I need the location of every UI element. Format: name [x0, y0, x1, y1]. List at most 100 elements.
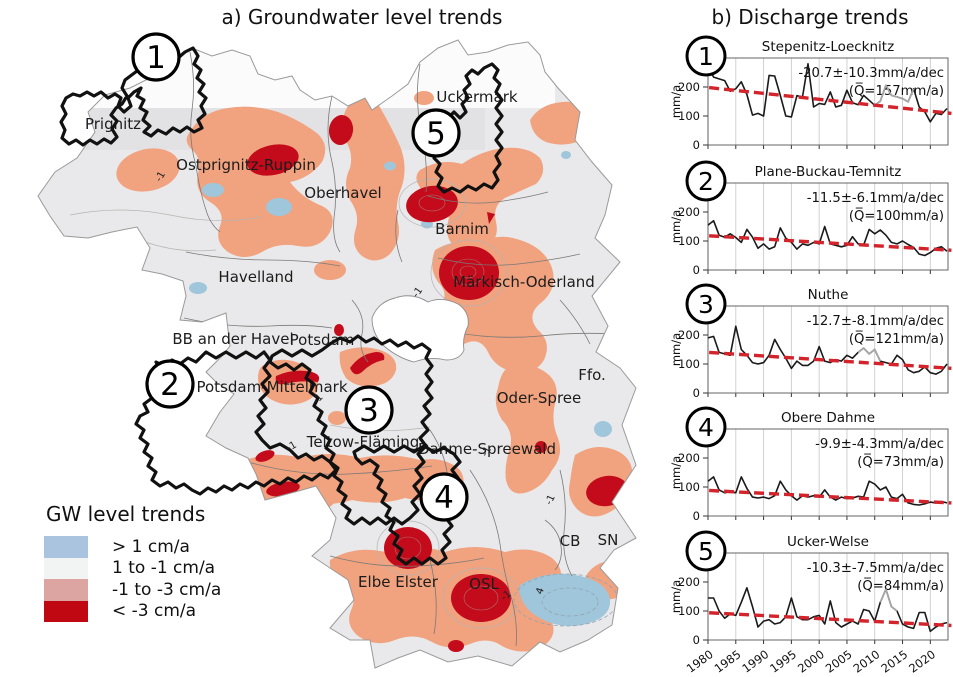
- x-tick-label: 2020: [906, 647, 938, 676]
- district-label: Oder-Spree: [497, 389, 582, 407]
- marker-circle: [344, 385, 394, 435]
- legend-item-0: > 1 cm/a: [44, 536, 294, 558]
- chart-title: Stepenitz-Loecknitz: [762, 39, 894, 55]
- y-tick-label: 200: [678, 328, 700, 342]
- marker-number: 1: [146, 40, 166, 76]
- plot-frame: [707, 552, 949, 641]
- x-tick-label: 1990: [739, 647, 771, 676]
- y-tick-label: 200: [678, 80, 700, 94]
- y-tick-label: 0: [693, 263, 700, 277]
- chart-marker-4: 4: [685, 406, 727, 448]
- trend-line: [709, 488, 952, 505]
- y-tick-label: 100: [678, 357, 700, 371]
- catchment-outline-4: [352, 444, 462, 566]
- marker-number: 3: [698, 290, 714, 319]
- catchment-outline-1: [59, 46, 208, 147]
- district-borders: [183, 51, 613, 647]
- district-label: Prignitz: [85, 115, 141, 133]
- marker-circle: [145, 359, 195, 409]
- y-tick-label: 200: [678, 205, 700, 219]
- legend-swatch: [44, 557, 88, 579]
- legend-item-3: < -3 cm/a: [44, 600, 294, 622]
- chart-marker-5: 5: [685, 530, 727, 572]
- discharge-charts: b) Discharge trends 0100200mm/aStepenitz…: [669, 5, 952, 676]
- y-tick-label: 0: [693, 386, 700, 400]
- district-label: Barnim: [435, 220, 489, 238]
- y-tick-label: 200: [678, 575, 700, 589]
- plot-frame: [707, 305, 949, 394]
- map-marker-1: 1: [131, 32, 181, 82]
- district-label-layer: Prignitz Ostprignitz-Ruppin Oberhavel Ucker…: [85, 88, 618, 593]
- legend-swatch: [44, 579, 88, 601]
- x-tick-label: 1985: [712, 647, 744, 676]
- district-label: Ffo.: [578, 366, 606, 384]
- marker-circle: [685, 406, 727, 448]
- district-label: Elbe Elster: [358, 573, 439, 591]
- plot-frame: [707, 57, 949, 146]
- trend-line: [708, 350, 952, 371]
- discharge-line-filled: [857, 347, 882, 362]
- mean-annotation: (Q̅=73mm/a): [857, 453, 944, 470]
- x-tick-label: 2005: [823, 647, 855, 676]
- catchment-outlines: [59, 46, 504, 566]
- x-tick-label: 2015: [878, 647, 910, 676]
- legend-swatch: [44, 536, 88, 558]
- marker-circle: [685, 35, 727, 77]
- marker-number: 3: [359, 393, 379, 429]
- trend-line: [709, 234, 952, 252]
- mean-annotation: (Q̅=100mm/a): [849, 207, 944, 224]
- marker-number: 2: [698, 167, 714, 196]
- marker-circle: [411, 108, 461, 158]
- discharge-line-filled: [879, 588, 898, 612]
- legend-item-2: -1 to -3 cm/a: [44, 579, 294, 601]
- legend-label: < -3 cm/a: [112, 601, 197, 622]
- chart-marker-2: 2: [685, 160, 727, 202]
- y-tick-label: 0: [693, 633, 700, 647]
- y-axis-label: mm/a: [669, 85, 683, 118]
- trend-annotation: -20.7±-10.3mm/a/dec: [798, 66, 944, 81]
- marker-number: 4: [434, 480, 454, 516]
- legend-label: -1 to -3 cm/a: [112, 579, 222, 600]
- legend-item-1: 1 to -1 cm/a: [44, 557, 294, 579]
- map-legend: GW level trends > 1 cm/a 1 to -1 cm/a -1 t…: [44, 502, 294, 622]
- mean-annotation: (Q̅=84mm/a): [857, 577, 944, 594]
- trend-annotation: -12.7±-8.1mm/a/dec: [807, 314, 944, 329]
- discharge-line: [707, 219, 948, 257]
- mean-annotation: (Q̅=121mm/a): [849, 330, 944, 347]
- panel-b-title: b) Discharge trends: [711, 5, 908, 29]
- trend-line: [709, 611, 952, 628]
- x-tick-label: 1980: [684, 647, 716, 676]
- district-label: Havelland: [218, 268, 293, 286]
- contour-label: -1: [285, 440, 299, 455]
- y-tick-label: 0: [693, 509, 700, 523]
- district-label: Potsdam-Mittelmark: [196, 378, 347, 396]
- trend-annotation: -10.3±-7.5mm/a/dec: [807, 561, 944, 576]
- trend-annotation: -11.5±-6.1mm/a/dec: [807, 191, 944, 206]
- district-label: CB: [560, 532, 581, 550]
- legend-items: > 1 cm/a 1 to -1 cm/a -1 to -3 cm/a < -3 cm…: [44, 536, 294, 622]
- contour-label: -1: [480, 445, 495, 459]
- map-marker-3: 3: [344, 385, 394, 435]
- x-tick-label: 2010: [851, 647, 883, 676]
- y-tick-label: 0: [693, 138, 700, 152]
- map-marker-layer: 1 2 3 4 5: [131, 32, 469, 522]
- district-label: OSL: [469, 575, 499, 593]
- chart-title: Plane-Buckau-Temnitz: [755, 164, 902, 180]
- y-axis-label: mm/a: [669, 456, 683, 489]
- charts-layer: 0100200mm/aStepenitz-Loecknitz-20.7±-10.…: [669, 35, 952, 676]
- discharge-line-filled: [874, 84, 915, 106]
- marker-circle: [419, 472, 469, 522]
- contour-label: -1: [544, 493, 558, 507]
- chart-title: Obere Dahme: [781, 410, 875, 426]
- trend-line: [708, 85, 952, 116]
- marker-number: 4: [698, 413, 714, 442]
- y-axis-label: mm/a: [669, 580, 683, 613]
- district-label: Ostprignitz-Ruppin: [176, 156, 316, 174]
- marker-number: 1: [698, 42, 714, 71]
